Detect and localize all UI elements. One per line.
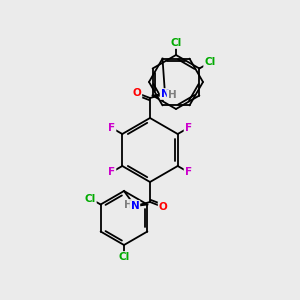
Text: H: H	[124, 200, 132, 210]
Text: Cl: Cl	[118, 252, 130, 262]
Text: F: F	[184, 123, 192, 133]
Text: O: O	[159, 202, 167, 212]
Text: F: F	[184, 167, 192, 177]
Text: N: N	[160, 89, 169, 99]
Text: Cl: Cl	[170, 38, 182, 48]
Text: H: H	[168, 90, 176, 100]
Text: Cl: Cl	[204, 58, 215, 68]
Text: Cl: Cl	[85, 194, 96, 203]
Text: N: N	[130, 201, 140, 211]
Text: F: F	[108, 123, 116, 133]
Text: O: O	[133, 88, 141, 98]
Text: F: F	[108, 167, 116, 177]
